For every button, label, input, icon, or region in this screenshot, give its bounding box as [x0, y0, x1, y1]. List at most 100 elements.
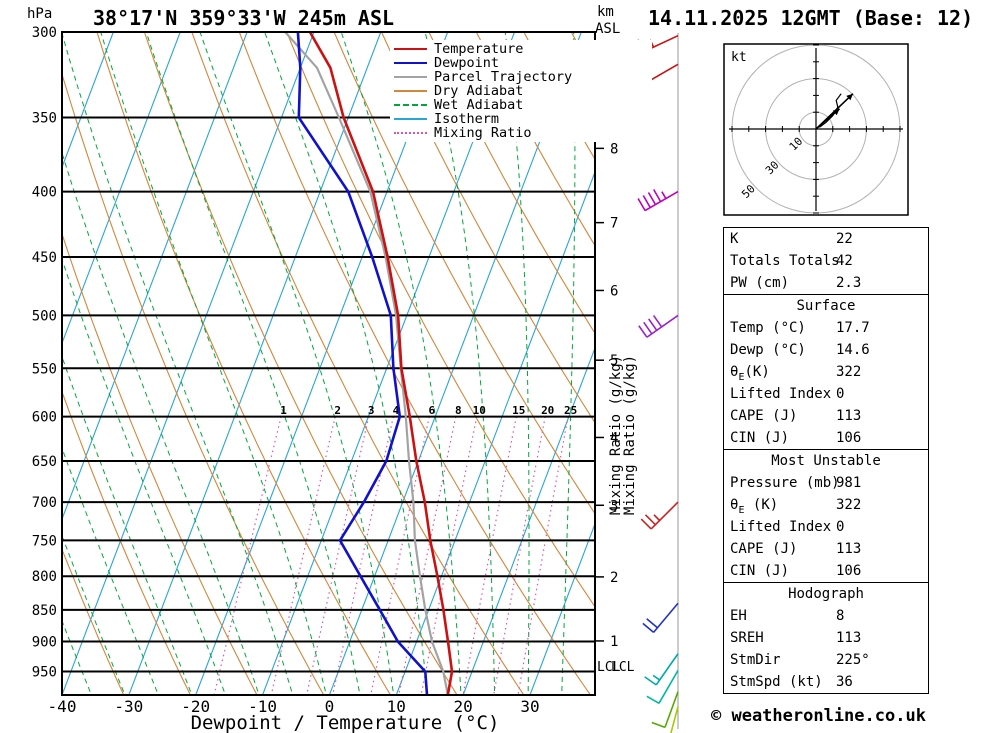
pressure-tick-labels: 300 350 400 450 500 550 600 650 700 750 800 850 900 9…	[32, 25, 57, 681]
table-row-value: 0	[836, 519, 845, 535]
lcl-label: LCL	[597, 660, 621, 675]
table-section: Hodograph EH 8 SREH 113 StmDir 225° StmSpd (kt)…	[723, 582, 929, 694]
table-row-value: 2.3	[836, 275, 862, 291]
wet-adiabat-line	[561, 32, 576, 695]
temp-tick-label: 0	[325, 697, 335, 716]
legend-item: Dewpoint	[394, 55, 648, 71]
wind-barb	[646, 669, 679, 704]
pressure-tick-label: 450	[32, 250, 57, 266]
legend-line-sample	[394, 90, 427, 92]
table-row-value: 106	[836, 563, 862, 579]
wet-adiabat-line	[62, 619, 93, 695]
legend-label: Mixing Ratio	[434, 125, 532, 141]
table-row-value: 17.7	[836, 320, 870, 336]
pressure-tick-label: 300	[32, 25, 57, 41]
dry-adiabat-line	[62, 232, 258, 695]
temp-tick-label: -10	[248, 697, 277, 716]
table-row: EH 8	[724, 605, 928, 627]
pressure-tick-label: 350	[32, 111, 57, 127]
table-row: Pressure (mb) 981	[724, 472, 928, 494]
wind-barb	[642, 602, 679, 633]
table-row: Dewp (°C) 14.6	[724, 339, 928, 361]
lcl-label-shadow: LCL	[611, 660, 635, 675]
dry-adiabat-line	[143, 32, 458, 695]
wet-adiabat-line	[62, 32, 294, 695]
wind-barb	[644, 653, 679, 686]
mixing-ratio-line	[332, 416, 394, 695]
table-section: Surface Temp (°C) 17.7 Dewp (°C) 14.6 θE(K) 32…	[723, 294, 929, 450]
pressure-tick-label: 750	[32, 533, 57, 549]
table-row: θE(K) 322	[724, 361, 928, 383]
wet-adiabat-line	[62, 534, 126, 695]
table-row-label: SREH	[730, 630, 764, 646]
legend-line-sample	[394, 76, 427, 78]
table-row-label: K	[730, 231, 739, 247]
legend-label: Wet Adiabat	[434, 97, 524, 113]
km-tick-label: 6	[610, 283, 618, 299]
table-row: K 22	[724, 228, 928, 250]
isotherm-line	[328, 32, 582, 695]
table-section-header: Surface	[796, 298, 856, 314]
pressure-tick-label: 950	[32, 665, 57, 681]
legend-item: Temperature	[394, 41, 648, 57]
skewt-plot-area: 1 2 3 4 6 8 10 15 20 2530035040045050055060065070…	[32, 25, 679, 733]
table-row: θE (K) 322	[724, 494, 928, 516]
table-row-value: 322	[836, 364, 862, 380]
hodograph-ring-label: 30	[763, 159, 782, 178]
hodograph-chart: 10 30 50 kt	[723, 43, 909, 216]
isotherm-line	[62, 32, 315, 695]
km-tick-label: 5	[610, 353, 618, 369]
legend-item: Mixing Ratio	[394, 125, 648, 141]
table-row-label: Lifted Index	[730, 386, 832, 402]
mixing-ratio-line	[270, 416, 336, 695]
mixing-ratio-axis-label-pink: Mixing Ratio (g/kg)	[608, 355, 624, 515]
datetime-title: 14.11.2025 12GMT (Base: 12)	[648, 6, 974, 30]
wind-barb-column	[637, 33, 679, 733]
table-row-value: 36	[836, 674, 853, 690]
table-row-value: 42	[836, 253, 853, 269]
pressure-tick-label: 900	[32, 635, 57, 651]
table-row: CAPE (J) 113	[724, 538, 928, 560]
km-tick-label: 3	[610, 498, 618, 514]
table-row: StmDir 225°	[724, 649, 928, 671]
mixing-ratio-value-label: 6	[428, 404, 435, 417]
pressure-tick-label: 400	[32, 185, 57, 201]
temp-tick-label: 10	[387, 697, 406, 716]
table-row-value: 113	[836, 408, 862, 424]
temp-tick-label: 20	[454, 697, 473, 716]
table-row-value: 981	[836, 475, 862, 491]
hodograph-plot-area: 10 30 50	[723, 43, 909, 216]
pressure-tick-label: 650	[32, 454, 57, 470]
table-row-label: Lifted Index	[730, 519, 832, 535]
mixing-ratio-line	[493, 416, 546, 695]
legend-label: Temperature	[434, 41, 524, 57]
wind-barb	[651, 691, 679, 729]
hodograph-arrowhead	[846, 93, 853, 101]
pressure-tick-label: 600	[32, 410, 57, 426]
mixing-ratio-value-label: 15	[512, 404, 525, 417]
station-title: 38°17'N 359°33'W 245m ASL	[93, 6, 395, 30]
table-row: SREH 113	[724, 627, 928, 649]
table-row: CIN (J) 106	[724, 560, 928, 582]
wet-adiabat-line	[62, 257, 226, 695]
dry-adiabat-line	[428, 32, 595, 335]
table-row-label: PW (cm)	[730, 275, 790, 291]
legend-item: Isotherm	[394, 111, 648, 127]
mixing-ratio-value-label: 4	[393, 404, 400, 417]
wet-adiabat-line	[504, 32, 530, 695]
legend-item: Wet Adiabat	[394, 97, 648, 113]
temp-tick-label: -40	[48, 697, 77, 716]
mixing-ratio-line	[213, 416, 282, 695]
wind-barb	[670, 706, 679, 733]
km-axis: 8 7 6 5 4 3 2 1	[595, 141, 618, 650]
table-row-label: StmDir	[730, 652, 781, 668]
isotherm-line	[62, 32, 248, 521]
dry-adiabat-line	[62, 390, 191, 695]
wet-adiabat-line	[264, 32, 428, 695]
km-tick-label: 2	[610, 570, 618, 586]
isotherm-line	[462, 346, 595, 695]
isotherm-line	[195, 32, 449, 695]
isotherm-line	[529, 522, 595, 695]
table-section: Most Unstable Pressure (mb) 981 θE (K) 322 Li…	[723, 449, 929, 583]
legend-line-sample	[394, 118, 427, 120]
